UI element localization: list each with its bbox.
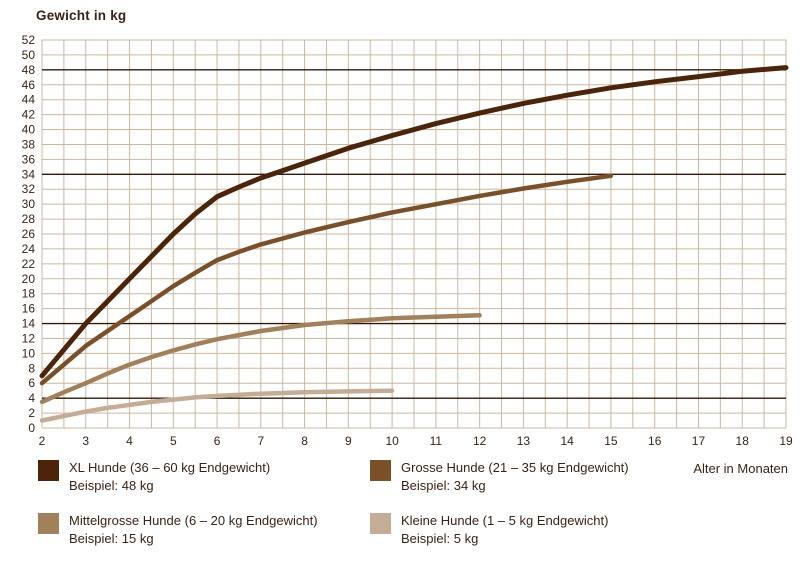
svg-text:52: 52 bbox=[22, 33, 36, 47]
svg-text:14: 14 bbox=[22, 317, 36, 331]
svg-text:4: 4 bbox=[126, 434, 133, 448]
legend-item-grosse-hunde: Grosse Hunde (21 – 35 kg Endgewicht) Bei… bbox=[370, 459, 700, 495]
legend-example: Beispiel: 5 kg bbox=[401, 530, 479, 546]
legend-label: Grosse Hunde (21 – 35 kg Endgewicht) bbox=[401, 460, 629, 475]
kleine-hunde-swatch-icon bbox=[370, 512, 391, 534]
svg-text:9: 9 bbox=[345, 434, 352, 448]
legend-label: Mittelgrosse Hunde (6 – 20 kg Endgewicht… bbox=[69, 512, 318, 528]
svg-text:15: 15 bbox=[604, 434, 618, 448]
legend-item-kleine-hunde: Kleine Hunde (1 – 5 kg Endgewicht) Beisp… bbox=[370, 512, 700, 548]
svg-text:50: 50 bbox=[22, 48, 36, 62]
svg-text:13: 13 bbox=[517, 434, 531, 448]
growth-chart: 2 3 4 5 6 7 8 9 10 11 12 13 14 15 16 17 18 19024681012141… bbox=[22, 33, 793, 448]
svg-text:48: 48 bbox=[22, 63, 36, 77]
svg-text:16: 16 bbox=[22, 302, 36, 316]
svg-text:2: 2 bbox=[28, 406, 35, 420]
chart-title: Gewicht in kg bbox=[36, 8, 127, 23]
svg-text:32: 32 bbox=[22, 182, 36, 196]
legend-label: XL Hunde (36 – 60 kg Endgewicht) bbox=[69, 460, 271, 475]
svg-text:6: 6 bbox=[28, 376, 35, 390]
svg-text:8: 8 bbox=[28, 361, 35, 375]
legend-example: Beispiel: 34 kg bbox=[401, 477, 486, 493]
svg-text:2: 2 bbox=[39, 434, 46, 448]
legend-example: Beispiel: 15 kg bbox=[69, 530, 154, 546]
svg-text:7: 7 bbox=[257, 434, 264, 448]
svg-text:28: 28 bbox=[22, 212, 36, 226]
svg-text:42: 42 bbox=[22, 108, 36, 122]
svg-text:10: 10 bbox=[22, 346, 36, 360]
svg-text:46: 46 bbox=[22, 78, 36, 92]
svg-text:14: 14 bbox=[560, 434, 574, 448]
x-axis-label: Alter in Monaten bbox=[693, 461, 788, 476]
svg-text:4: 4 bbox=[28, 391, 35, 405]
xl-hunde-swatch-icon bbox=[38, 460, 59, 481]
svg-text:10: 10 bbox=[385, 434, 399, 448]
svg-text:16: 16 bbox=[648, 434, 662, 448]
svg-text:3: 3 bbox=[82, 434, 89, 448]
svg-text:6: 6 bbox=[214, 434, 221, 448]
legend: XL Hunde (36 – 60 kg Endgewicht) Beispie… bbox=[38, 459, 700, 548]
svg-text:44: 44 bbox=[22, 93, 36, 107]
grosse-hunde-swatch-icon bbox=[370, 460, 391, 481]
legend-item-mittelgrosse-hunde: Mittelgrosse Hunde (6 – 20 kg Endgewicht… bbox=[38, 512, 368, 548]
mittelgrosse-hunde-swatch-icon bbox=[38, 512, 59, 534]
svg-text:5: 5 bbox=[170, 434, 177, 448]
svg-text:12: 12 bbox=[22, 331, 36, 345]
svg-text:38: 38 bbox=[22, 137, 36, 151]
legend-example: Beispiel: 48 kg bbox=[69, 477, 154, 493]
svg-text:18: 18 bbox=[736, 434, 750, 448]
legend-label: Kleine Hunde (1 – 5 kg Endgewicht) bbox=[401, 512, 609, 528]
svg-text:18: 18 bbox=[22, 287, 36, 301]
svg-text:17: 17 bbox=[692, 434, 706, 448]
legend-item-xl-hunde: XL Hunde (36 – 60 kg Endgewicht) Beispie… bbox=[38, 459, 368, 495]
svg-text:26: 26 bbox=[22, 227, 36, 241]
svg-text:12: 12 bbox=[473, 434, 487, 448]
svg-text:24: 24 bbox=[22, 242, 36, 256]
svg-text:8: 8 bbox=[301, 434, 308, 448]
svg-text:34: 34 bbox=[22, 167, 36, 181]
svg-text:19: 19 bbox=[779, 434, 793, 448]
svg-text:11: 11 bbox=[430, 434, 443, 448]
svg-text:0: 0 bbox=[28, 421, 35, 435]
svg-text:36: 36 bbox=[22, 152, 36, 166]
svg-text:20: 20 bbox=[22, 272, 36, 286]
svg-text:30: 30 bbox=[22, 197, 36, 211]
svg-text:22: 22 bbox=[22, 257, 36, 271]
svg-text:40: 40 bbox=[22, 123, 36, 137]
